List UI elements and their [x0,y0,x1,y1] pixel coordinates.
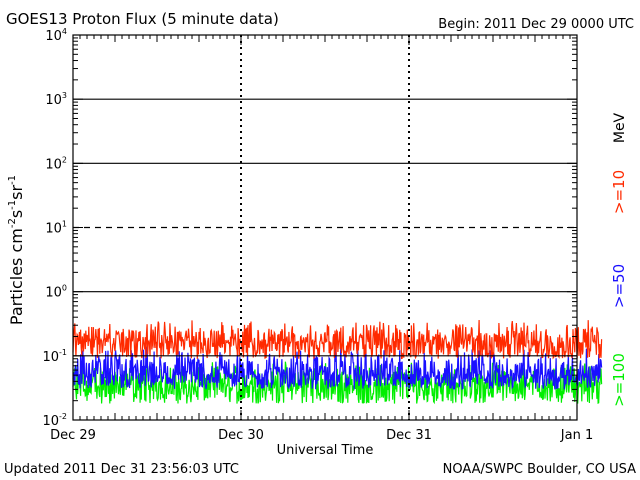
y-tick-label: 101 [45,220,67,237]
y-tick-label: 10-1 [42,348,67,365]
series-label-ge50: >=50 [610,264,628,308]
x-tick-label: Dec 31 [386,428,432,443]
series-label-ge10: >=10 [610,170,628,214]
updated-time: Updated 2011 Dec 31 23:56:03 UTC [4,462,239,477]
y-axis-title: Particles cm-2s-1sr-1 [7,175,26,325]
series-label-ge100: >=100 [610,353,628,407]
y-tick-label: 104 [45,27,67,44]
credit: NOAA/SWPC Boulder, CO USA [443,462,636,477]
series-line-ge10 [72,319,603,360]
begin-time: Begin: 2011 Dec 29 0000 UTC [438,17,634,32]
x-tick-label: Dec 30 [218,428,264,443]
y-tick-label: 103 [45,91,67,108]
x-axis-title: Universal Time [277,443,374,458]
y-tick-label: 100 [45,284,67,301]
chart-title: GOES13 Proton Flux (5 minute data) [6,10,279,28]
y-tick-label: 102 [45,155,67,172]
x-tick-label: Dec 29 [50,428,96,443]
plot-frame [72,34,578,421]
y-tick-label: 10-2 [42,412,67,429]
series-line-ge50 [72,346,603,390]
energy-unit-label: MeV [612,112,628,143]
x-tick-label: Jan 1 [560,428,593,443]
